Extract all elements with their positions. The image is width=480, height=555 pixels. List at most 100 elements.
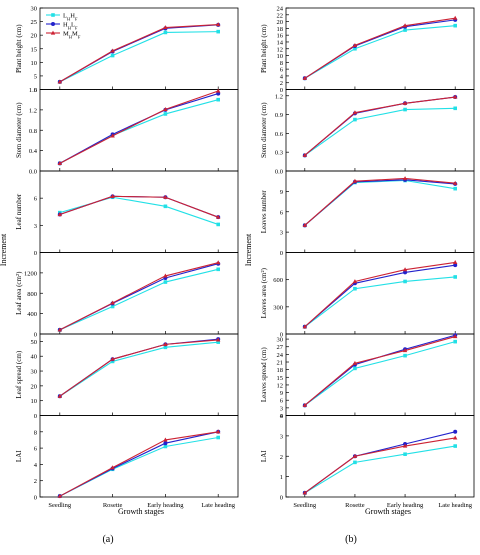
x-tick-label: Early heading — [147, 502, 184, 509]
data-point — [353, 366, 357, 371]
data-point — [216, 435, 220, 440]
data-point — [57, 79, 62, 84]
data-point — [403, 107, 407, 112]
data-point — [352, 110, 358, 115]
series-line — [304, 276, 456, 328]
y-tick-label: 0 — [280, 332, 283, 339]
subplot-frame — [39, 170, 239, 253]
panel-b-increment-label: Increment — [244, 233, 253, 266]
data-point — [110, 300, 115, 305]
y-tick-label: 0 — [280, 495, 283, 502]
subplot-a-3: 0 3 6 Leaf number — [15, 170, 239, 257]
x-tick-label: Early heading — [387, 502, 424, 509]
y-tick-label: 0.8 — [29, 128, 37, 135]
y-tick-label: 20 — [31, 383, 38, 390]
y-tick-label: 0 — [34, 87, 37, 94]
legend-marker — [51, 22, 55, 26]
data-point — [453, 263, 458, 268]
legend-subscript: H — [69, 34, 73, 39]
y-axis-label: LAI — [260, 450, 268, 462]
data-point — [403, 28, 407, 32]
data-point — [353, 117, 357, 122]
y-tick-label: 9 — [280, 390, 283, 397]
data-point — [352, 42, 358, 47]
x-tick-label: Seedling — [48, 502, 71, 509]
y-axis-label: Leaves number — [260, 190, 268, 234]
series-line — [304, 179, 456, 226]
y-tick-label: 400 — [27, 311, 37, 318]
data-point — [110, 53, 115, 58]
y-tick-label: 22 — [277, 12, 284, 19]
data-point — [302, 75, 307, 80]
subplot-frame — [285, 252, 475, 335]
data-point — [302, 222, 307, 227]
x-tick-label: Rosette — [345, 502, 365, 509]
series-line — [304, 19, 456, 79]
series-line — [304, 334, 456, 406]
panel-a-increment-label: Increment — [0, 233, 8, 266]
data-point — [110, 359, 115, 364]
legend-letter: L — [63, 13, 67, 20]
series-line — [59, 24, 219, 83]
y-tick-label: 4 — [280, 73, 284, 80]
legend-letter: H — [63, 22, 68, 29]
panel-b-label: (b) — [345, 534, 357, 545]
data-point — [352, 178, 358, 183]
data-point — [216, 214, 221, 219]
y-tick-label: 0 — [280, 250, 283, 257]
data-point — [353, 460, 357, 465]
legend-label: MHMF — [63, 31, 81, 40]
y-tick-label: 1.2 — [29, 107, 37, 114]
data-point — [163, 194, 168, 199]
data-point — [216, 22, 221, 27]
y-axis-label: Leaf spread (cm) — [15, 350, 23, 398]
series-line — [59, 31, 219, 83]
y-tick-label: 1.2 — [275, 93, 283, 100]
data-point — [163, 345, 168, 350]
y-tick-label: 18 — [277, 367, 284, 374]
y-tick-label: 40 — [31, 354, 38, 361]
y-tick-label: 0.0 — [275, 169, 283, 176]
y-tick-label: 16 — [277, 33, 284, 40]
y-tick-label: 12 — [277, 46, 284, 53]
y-tick-label: 3 — [280, 405, 283, 412]
y-tick-label: 0 — [34, 332, 37, 339]
data-point — [453, 23, 457, 28]
y-tick-label: 8 — [34, 429, 37, 436]
data-point — [402, 23, 408, 28]
data-point — [163, 30, 168, 35]
series-line — [304, 96, 456, 156]
data-point — [353, 46, 357, 51]
x-tick-label: Late heading — [201, 502, 235, 509]
data-point — [216, 222, 220, 227]
data-point — [57, 212, 62, 217]
y-tick-label: 12 — [277, 382, 284, 389]
series-line — [59, 268, 219, 331]
data-point — [453, 15, 458, 20]
y-tick-label: 50 — [31, 339, 38, 346]
y-axis-label: Stem diameter (cm) — [15, 102, 23, 158]
y-tick-label: 800 — [27, 291, 37, 298]
series-line — [59, 341, 219, 397]
data-point — [216, 29, 220, 34]
y-axis-label: Leaf area (cm²) — [15, 271, 23, 315]
data-point — [453, 339, 457, 344]
legend-letter: M — [63, 31, 69, 38]
series-line — [304, 261, 456, 328]
y-tick-label: 4 — [34, 462, 38, 469]
data-point — [110, 304, 115, 309]
data-point — [163, 444, 168, 449]
y-tick-label: 0 — [280, 87, 283, 94]
series-line — [59, 24, 219, 83]
series-line — [59, 195, 219, 218]
y-tick-label: 2 — [280, 80, 283, 87]
x-tick-label: Late heading — [438, 502, 472, 509]
data-point — [57, 160, 62, 165]
subplot-frame — [285, 7, 475, 90]
legend-letter: H — [70, 13, 75, 20]
data-point — [453, 106, 457, 111]
y-tick-label: 0.4 — [29, 148, 38, 155]
series-line — [304, 445, 456, 494]
y-tick-label: 21 — [277, 360, 284, 367]
